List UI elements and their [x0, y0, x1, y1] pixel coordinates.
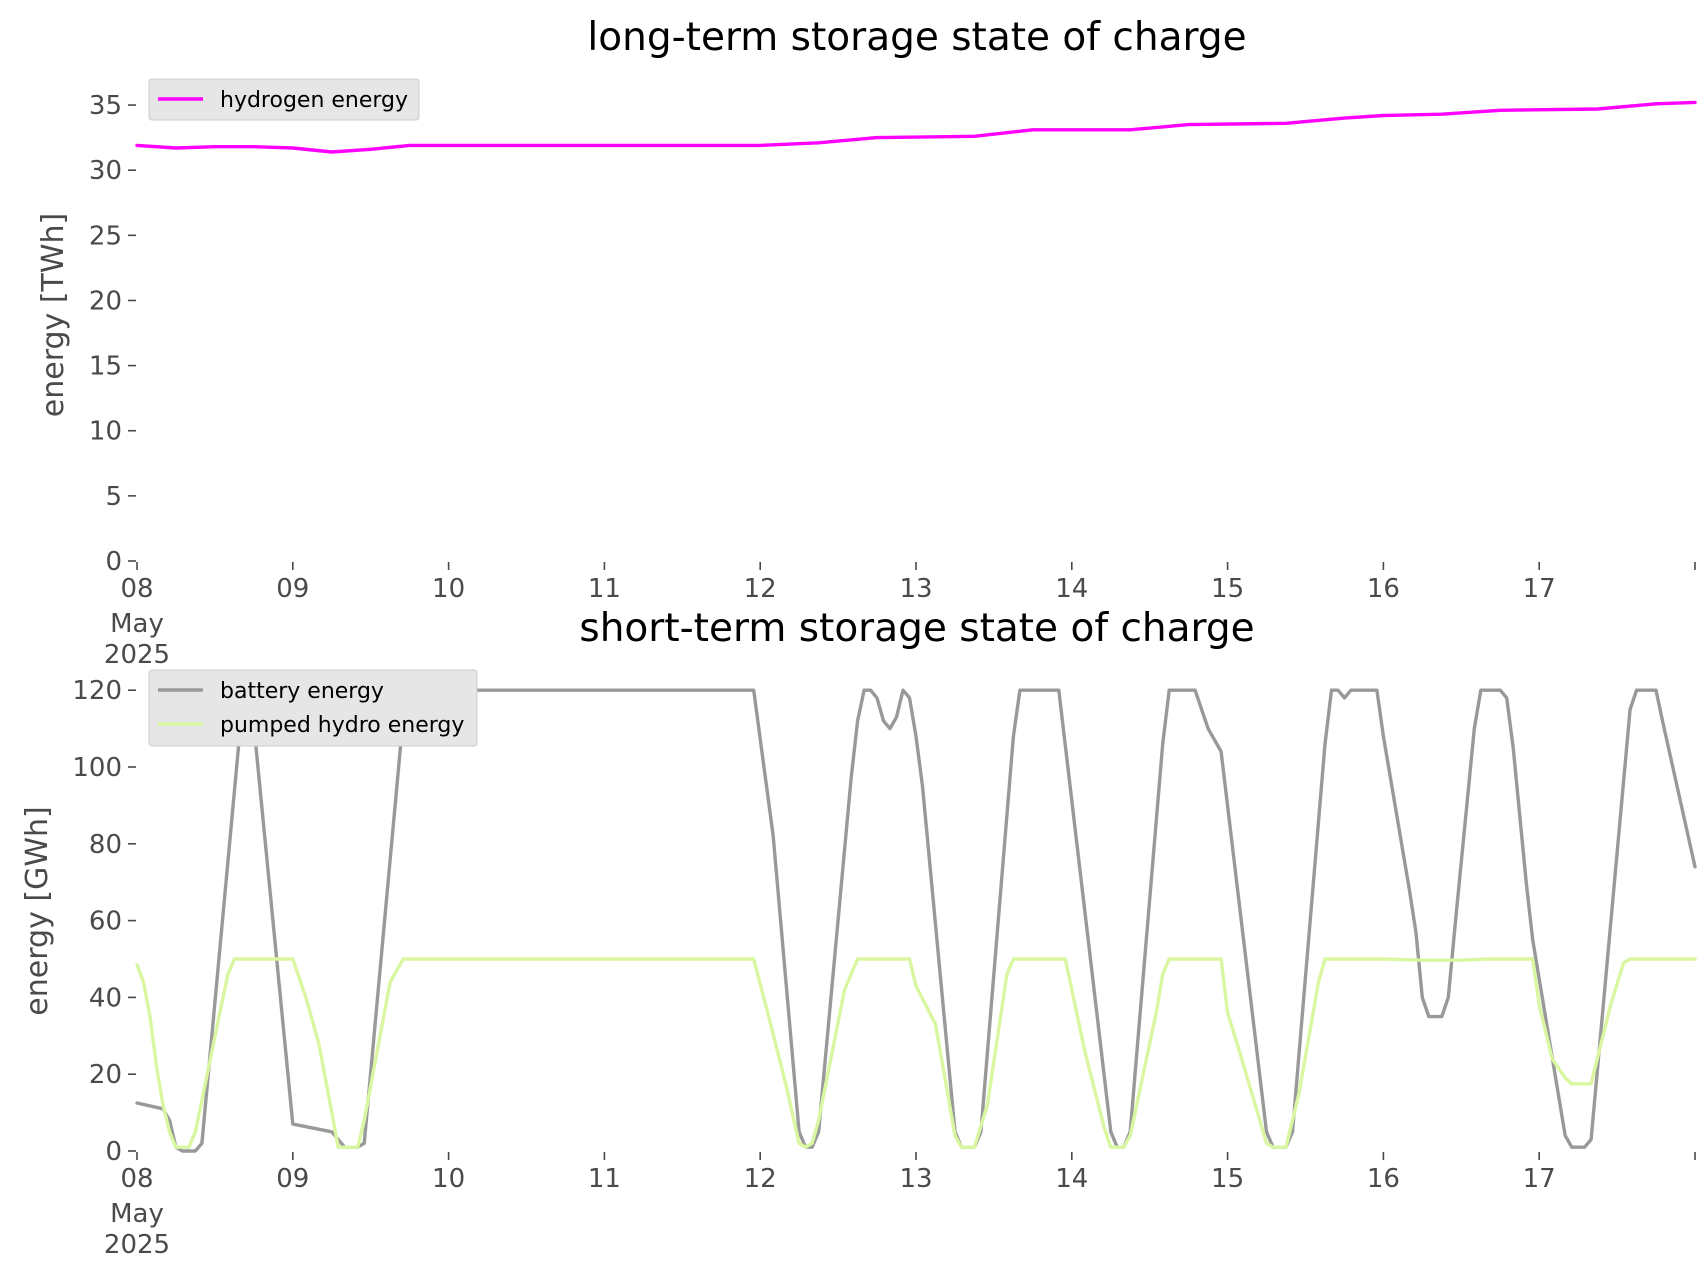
x-tick-label: 09 [276, 574, 309, 604]
x-tick-label: 08 [120, 1164, 153, 1194]
legend[interactable]: hydrogen energy [148, 78, 420, 121]
series-lines [135, 100, 1697, 154]
short-term-storage-chart: short-term storage state of charge energ… [20, 606, 1697, 1260]
x-tick-label: 14 [1055, 1164, 1088, 1194]
x-tick-sublabel: 2025 [104, 1230, 170, 1260]
legend-label: battery energy [220, 679, 384, 704]
y-tick-label: 5 [105, 482, 122, 512]
x-tick-label: 16 [1367, 574, 1400, 604]
series-line-pumped-hydro-energy [135, 957, 1697, 1149]
x-tick-label: 11 [588, 574, 621, 604]
legend[interactable]: battery energy pumped hydro energy [148, 669, 478, 747]
x-tick-label: 17 [1523, 574, 1556, 604]
y-tick-label: 0 [105, 547, 122, 577]
y-axis-label: energy [GWh] [20, 806, 55, 1015]
y-axis-ticks: 0 5 10 15 20 25 30 35 [89, 91, 136, 577]
x-tick-label: 16 [1367, 1164, 1400, 1194]
y-tick-label: 80 [89, 830, 122, 860]
legend-box [148, 78, 420, 121]
chart-title: short-term storage state of charge [579, 606, 1254, 651]
series-lines [135, 688, 1697, 1153]
y-tick-label: 10 [89, 417, 122, 447]
y-tick-label: 30 [89, 156, 122, 186]
x-tick-label: 15 [1211, 574, 1244, 604]
legend-label: pumped hydro energy [220, 713, 464, 738]
x-tick-sublabel: May [110, 609, 164, 639]
x-tick-label: 15 [1211, 1164, 1244, 1194]
y-tick-label: 20 [89, 1060, 122, 1090]
y-tick-label: 35 [89, 91, 122, 121]
chart-title: long-term storage state of charge [587, 15, 1246, 60]
long-term-storage-chart: long-term storage state of charge energy… [36, 15, 1697, 670]
y-tick-label: 15 [89, 352, 122, 382]
legend-label: hydrogen energy [220, 88, 408, 113]
series-line-hydrogen-energy [135, 100, 1697, 154]
series-line-battery-energy [135, 688, 1697, 1153]
y-axis-ticks: 0 20 40 60 80 100 120 [72, 676, 136, 1167]
x-tick-label: 17 [1523, 1164, 1556, 1194]
y-tick-label: 20 [89, 286, 122, 316]
legend-box [148, 669, 478, 747]
y-axis-label: energy [TWh] [36, 213, 71, 417]
x-tick-label: 08 [120, 574, 153, 604]
x-tick-label: 09 [276, 1164, 309, 1194]
y-tick-label: 40 [89, 983, 122, 1013]
x-tick-label: 11 [588, 1164, 621, 1194]
y-tick-label: 120 [72, 676, 122, 706]
y-tick-label: 100 [72, 753, 122, 783]
x-tick-label: 10 [432, 574, 465, 604]
x-tick-label: 14 [1055, 574, 1088, 604]
x-tick-sublabel: May [110, 1199, 164, 1229]
x-tick-label: 13 [899, 574, 932, 604]
x-tick-label: 12 [744, 574, 777, 604]
x-tick-label: 12 [744, 1164, 777, 1194]
x-tick-label: 13 [899, 1164, 932, 1194]
y-tick-label: 25 [89, 221, 122, 251]
x-tick-sublabel: 2025 [104, 640, 170, 670]
y-tick-label: 0 [105, 1137, 122, 1167]
y-tick-label: 60 [89, 907, 122, 937]
x-tick-label: 10 [432, 1164, 465, 1194]
